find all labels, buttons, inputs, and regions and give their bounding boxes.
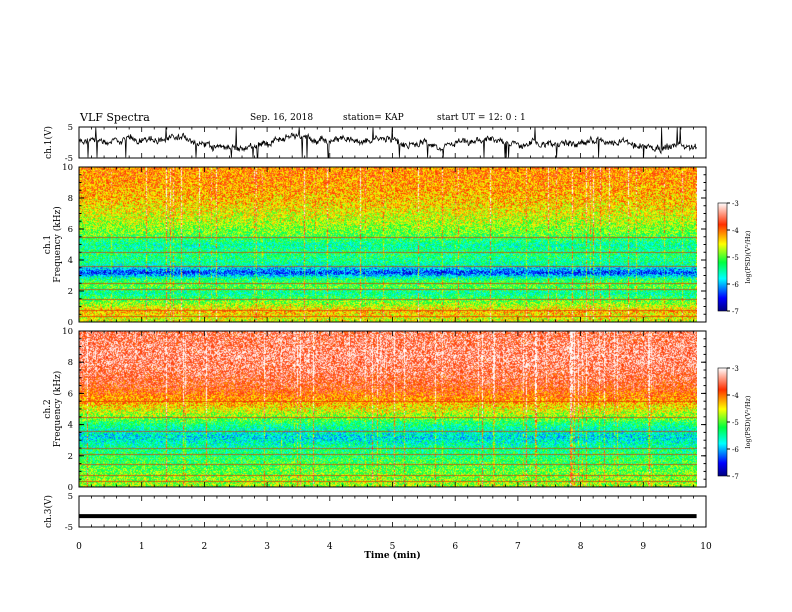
ch2-spec-ytick-label: 6 (68, 389, 73, 399)
ch1-colorbar-tick-label: -4 (732, 227, 739, 235)
ch2-colorbar-tick-label: -4 (732, 392, 739, 400)
ch1-spectrogram-ylabel-line: Frequency (kHz) (52, 206, 63, 283)
ch1-colorbar-tick-label: -6 (732, 281, 739, 289)
ch2-colorbar-label-text: log(PSD)(V²/Hz) (744, 395, 752, 448)
ch2-colorbar (717, 367, 728, 477)
ch1-spectrogram-ylabel: ch.1 Frequency (kHz) (43, 206, 63, 283)
ch1-spec-ytick-label: 8 (68, 194, 73, 204)
ch1-spectrogram-ylabel-line: ch.1 (43, 235, 53, 254)
x-tick-label: 5 (390, 542, 396, 552)
ch3-waveform-ylabel-line: ch.3(V) (43, 495, 54, 528)
x-tick-label: 1 (139, 542, 145, 552)
ch1-spectrogram-heatmap (79, 167, 697, 322)
ch1-spec-ytick-label: 10 (62, 163, 73, 173)
ch2-spectrogram-ylabel-line: Frequency (kHz) (52, 371, 63, 448)
x-axis-label: Time (min) (364, 550, 421, 561)
figure-title: VLF Spectra (80, 111, 150, 124)
ch2-spectrogram-ylabel-line: ch.2 (43, 399, 53, 418)
x-tick-label: 4 (327, 542, 333, 552)
ch2-colorbar-tick-label: -6 (732, 446, 739, 454)
start-time-label: start UT = 12: 0 : 1 (437, 113, 526, 123)
ch2-spec-ytick-label: 8 (68, 358, 73, 368)
ch1-waveform-ylabel-line: ch.1(V) (43, 126, 54, 159)
ch3-ytick-label: 5 (68, 492, 73, 502)
ch2-spec-ytick-label: 2 (68, 452, 73, 462)
x-tick-label: 10 (700, 542, 712, 552)
ch1-spec-ytick-label: 2 (68, 287, 73, 297)
ch1-colorbar-label-text: log(PSD)(V²/Hz) (744, 230, 752, 283)
ch2-colorbar-tick-label: -7 (732, 473, 739, 481)
ch1-colorbar (717, 202, 728, 312)
x-tick-label: 8 (578, 542, 584, 552)
ch1-colorbar-tick-label: -7 (732, 308, 739, 316)
ch1-spec-ytick-label: 0 (68, 318, 73, 328)
ch1-colorbar-tick-label: -5 (732, 254, 739, 262)
x-tick-label: 3 (264, 542, 270, 552)
ch1-waveform-ylabel: ch.1(V) (43, 126, 54, 159)
x-tick-label: 0 (76, 542, 82, 552)
date-label: Sep. 16, 2018 (250, 113, 314, 123)
x-tick-label: 9 (640, 542, 646, 552)
ch2-spectrogram-ylabel: ch.2 Frequency (kHz) (43, 371, 63, 448)
ch1-spec-ytick-label: 6 (68, 225, 73, 235)
ch1-waveform-series (78, 127, 697, 158)
ch1-colorbar-label: log(PSD)(V²/Hz) (744, 230, 752, 283)
ch2-spectrogram-heatmap (79, 331, 697, 487)
ch2-spec-ytick-label: 10 (62, 327, 73, 337)
ch2-colorbar-label: log(PSD)(V²/Hz) (744, 395, 752, 448)
ch2-colorbar-tick-label: -3 (732, 365, 739, 373)
ch2-spec-ytick-label: 4 (68, 421, 73, 431)
ch2-spec-ytick-label: 0 (68, 483, 73, 493)
ch1-ytick-label: -5 (65, 154, 73, 164)
ch1-ytick-label: 5 (68, 123, 73, 133)
ch1-spec-ytick-label: 4 (68, 256, 73, 266)
ch1-colorbar-tick-label: -3 (732, 200, 739, 208)
ch2-colorbar-tick-label: -5 (732, 419, 739, 427)
x-tick-label: 6 (452, 542, 458, 552)
x-tick-label: 7 (515, 542, 521, 552)
ch3-waveform-ylabel: ch.3(V) (43, 495, 54, 528)
ch3-ytick-label: -5 (65, 523, 73, 533)
station-label: station= KAP (343, 113, 404, 123)
x-tick-label: 2 (202, 542, 208, 552)
